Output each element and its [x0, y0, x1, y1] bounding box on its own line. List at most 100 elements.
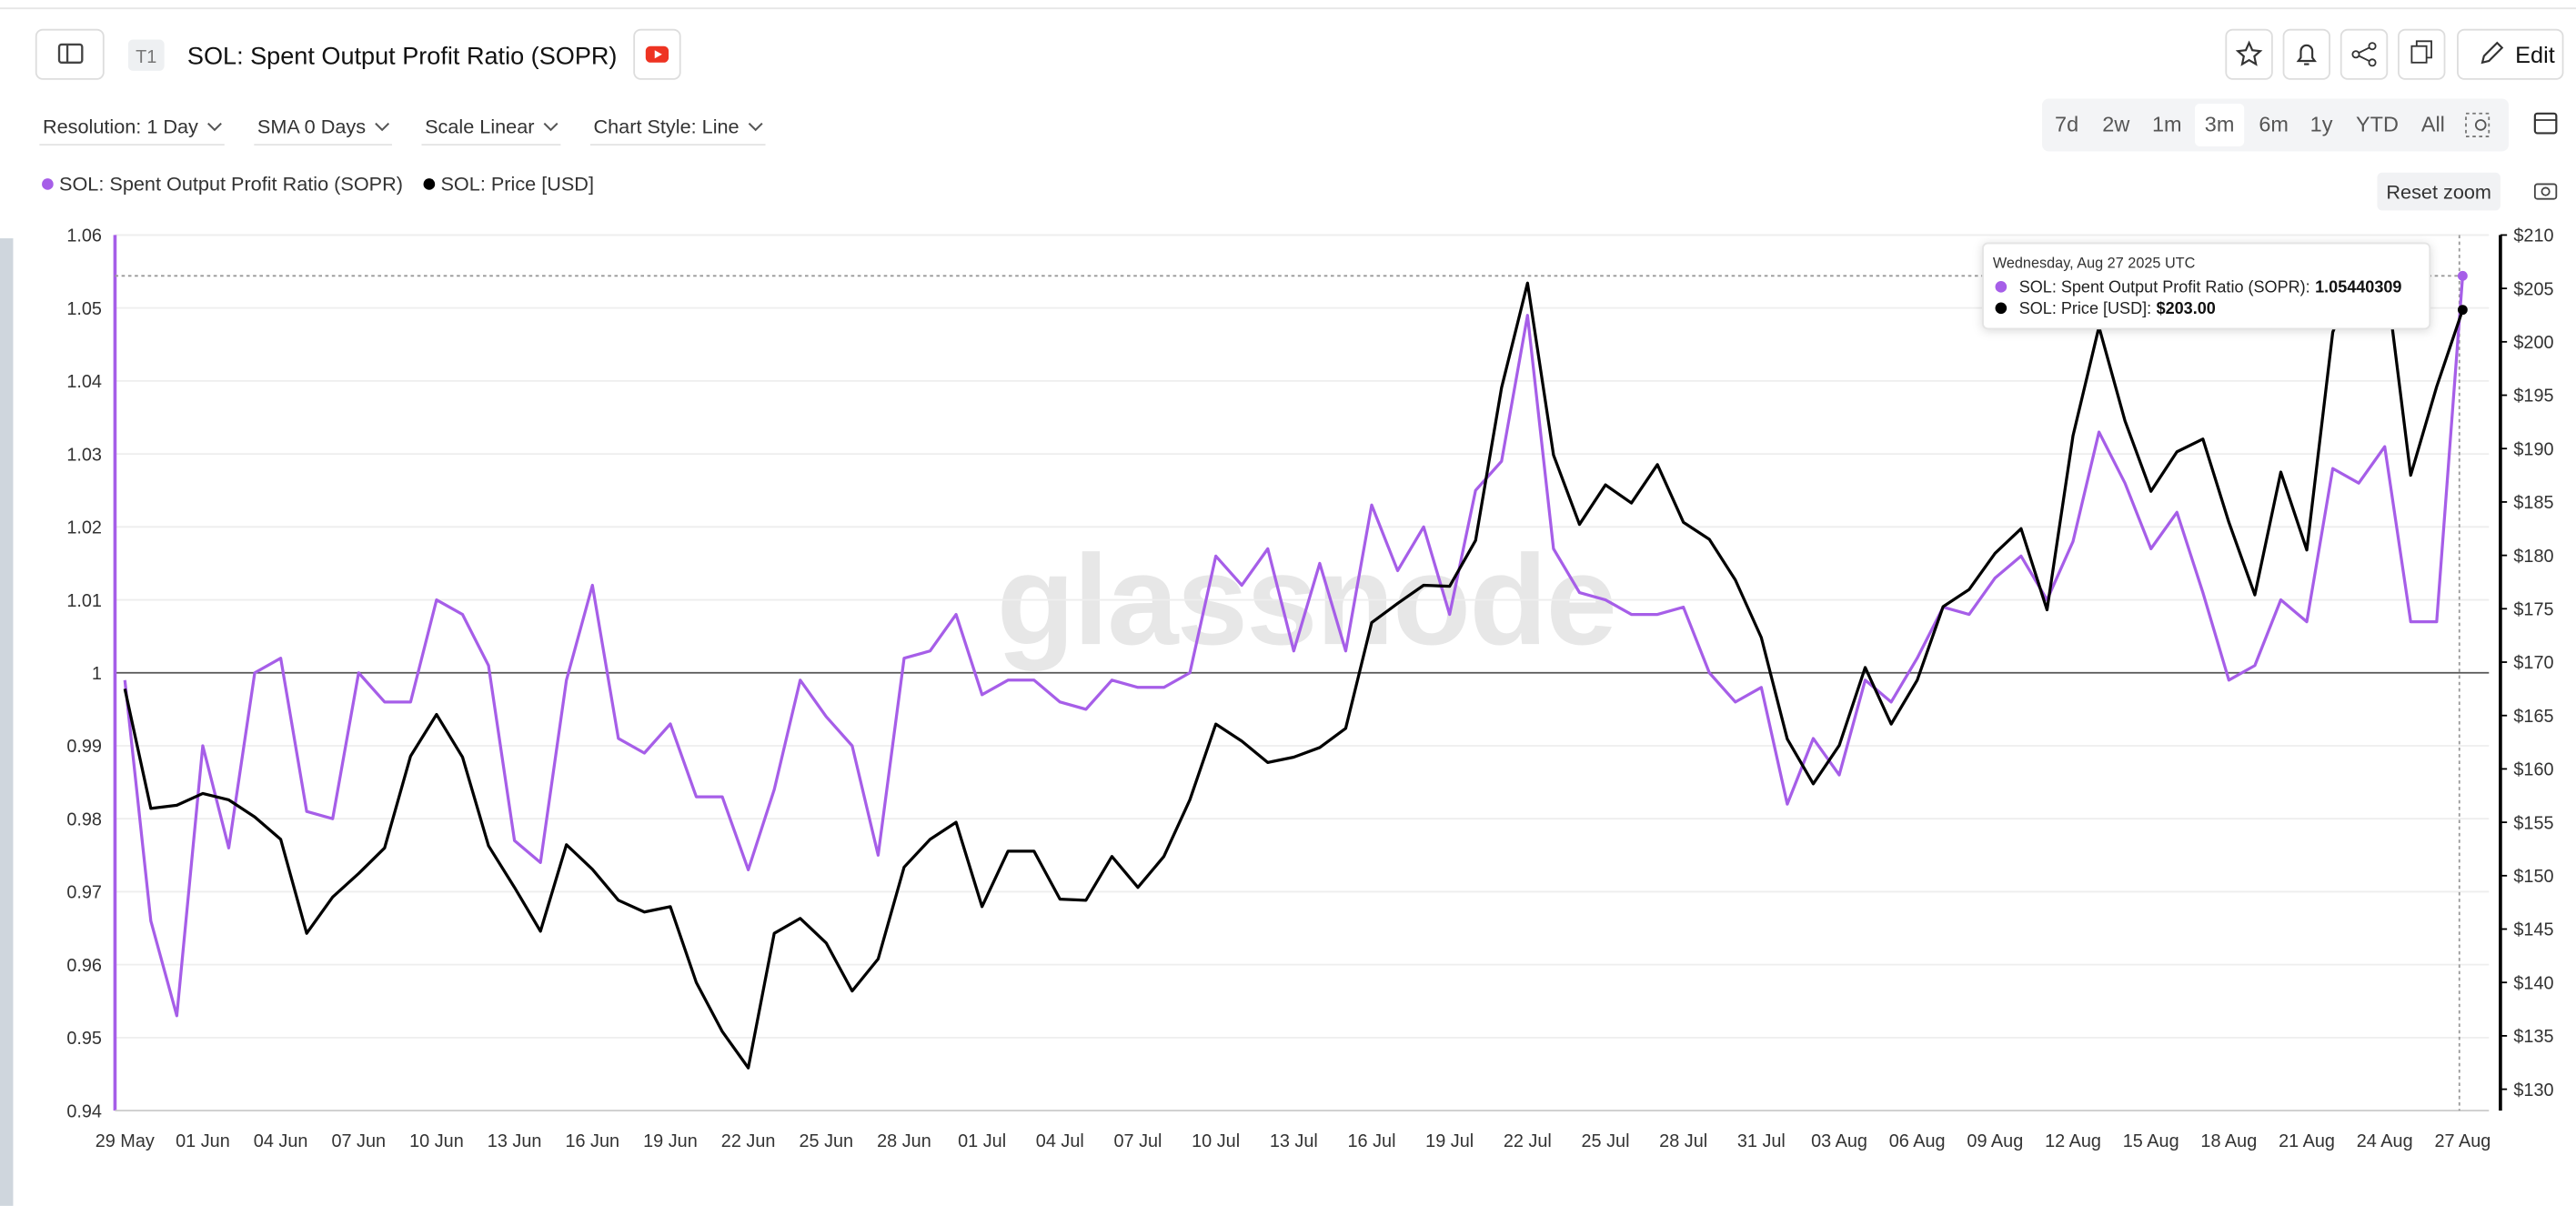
y-tick-label: 0.98	[66, 809, 102, 829]
y2-tick-label: $180	[2513, 547, 2553, 567]
dropdown[interactable]: Chart Style: Line	[589, 115, 766, 146]
range-selected	[2194, 103, 2245, 146]
legend-label[interactable]: SOL: Spent Output Profit Ratio (SOPR)	[59, 173, 403, 196]
y-tick-label: 1.02	[66, 518, 102, 538]
y-tick-label: 0.97	[66, 883, 102, 903]
y-tick-label: 0.95	[66, 1029, 102, 1049]
dropdown-label[interactable]: Scale Linear	[425, 115, 534, 137]
tooltip-value: $203.00	[2157, 299, 2216, 317]
range-group	[2042, 98, 2509, 152]
x-tick-label: 01 Jun	[176, 1131, 230, 1151]
y2-tick-label: $200	[2513, 333, 2553, 353]
y-tick-label: 0.96	[66, 956, 102, 976]
ranges: 7d 2w 1m 3m 6m 1y YTD All	[2055, 103, 2445, 146]
dropdown[interactable]: Scale Linear	[421, 115, 561, 146]
range-option[interactable]: 7d	[2055, 113, 2078, 136]
edit-button[interactable]: Edit	[2457, 28, 2564, 80]
legend-marker[interactable]	[42, 178, 54, 190]
y-tick-label: 1.04	[66, 372, 102, 392]
y2-tick-label: $130	[2513, 1080, 2553, 1100]
y-tick-label: 1.06	[66, 226, 102, 246]
dropdown-label[interactable]: Chart Style: Line	[594, 115, 740, 137]
x-tick-label: 18 Aug	[2200, 1131, 2257, 1151]
range-option[interactable]: 3m	[2205, 113, 2235, 136]
series-line	[123, 276, 2464, 1018]
x-tick-label: 13 Jun	[488, 1131, 542, 1151]
x-tick-label: 10 Jul	[1192, 1131, 1240, 1151]
calendar-button[interactable]	[2516, 98, 2573, 152]
x-tick-label: 07 Jun	[331, 1131, 386, 1151]
x-tick-label: 09 Aug	[1967, 1131, 2023, 1151]
x-tick-label: 04 Jun	[254, 1131, 308, 1151]
favorite-button[interactable]	[2225, 28, 2273, 80]
y-tick-label: 0.99	[66, 737, 102, 757]
reset-zoom-button[interactable]: Reset zoom	[2377, 172, 2501, 211]
edit-label[interactable]: Edit	[2515, 43, 2555, 68]
y-tick-label: 1.05	[66, 299, 102, 319]
chevron	[207, 122, 222, 132]
range-option[interactable]: 1y	[2310, 113, 2333, 136]
badge: T1	[136, 47, 156, 67]
x-tick-label: 07 Jul	[1113, 1131, 1162, 1151]
y2-tick-label: $210	[2513, 226, 2553, 246]
sidebar-toggle[interactable]	[35, 28, 105, 80]
range-option[interactable]: 6m	[2259, 113, 2289, 136]
x-tick-label: 16 Jul	[1347, 1131, 1395, 1151]
range-option[interactable]: All	[2421, 113, 2445, 136]
y-tick-label: 1	[92, 664, 102, 684]
x-tick-label: 04 Jul	[1036, 1131, 1084, 1151]
x-tick-label: 12 Aug	[2045, 1131, 2101, 1151]
y2-tick-label: $165	[2513, 707, 2553, 727]
range-option[interactable]: 2w	[2102, 113, 2129, 136]
legend-label[interactable]: SOL: Price [USD]	[440, 173, 593, 196]
dropdown-label[interactable]: SMA 0 Days	[257, 115, 366, 137]
camera-icon[interactable]	[2533, 183, 2558, 200]
tooltip-value: 1.05440309	[2315, 278, 2401, 296]
x-tick-label: 31 Jul	[1737, 1131, 1786, 1151]
y2-tick-label: $140	[2513, 973, 2553, 993]
hover-point	[2457, 305, 2468, 316]
controls: Resolution: 1 Day SMA 0 Days Scale Linear C…	[39, 115, 766, 146]
share-button[interactable]	[2340, 28, 2389, 80]
range-option[interactable]: 1m	[2152, 113, 2182, 136]
badge-bg	[127, 39, 165, 71]
copy-button[interactable]	[2398, 28, 2446, 80]
range-option[interactable]: YTD	[2356, 113, 2399, 136]
x-tick-label: 27 Aug	[2434, 1131, 2490, 1151]
reset-zoom-label[interactable]: Reset zoom	[2386, 181, 2491, 204]
legend-marker[interactable]	[423, 178, 436, 190]
chevron	[748, 122, 763, 132]
x-tick-label: 24 Aug	[2357, 1131, 2413, 1151]
x-tick-label: 25 Jul	[1582, 1131, 1630, 1151]
tooltip: Wednesday, Aug 27 2025 UTC SOL: Spent Out…	[1982, 242, 2431, 330]
dropdown[interactable]: SMA 0 Days	[254, 115, 392, 146]
y2-tick-label: $135	[2513, 1027, 2553, 1047]
y-tick-label: 0.94	[66, 1101, 102, 1121]
y2-tick-label: $160	[2513, 760, 2553, 780]
y2-tick-label: $205	[2513, 279, 2553, 299]
legend: SOL: Spent Output Profit Ratio (SOPR) SOL…	[42, 173, 594, 196]
x-tick-label: 25 Jun	[799, 1131, 853, 1151]
chevron	[543, 122, 558, 132]
tooltip-box	[1982, 242, 2431, 330]
series-line	[123, 266, 2464, 1070]
x-tick-label: 01 Jul	[958, 1131, 1006, 1151]
dropdown[interactable]: Resolution: 1 Day	[39, 115, 225, 146]
y2-tick-label: $150	[2513, 867, 2553, 887]
x-tick-label: 22 Jun	[721, 1131, 776, 1151]
scrollbar	[0, 238, 14, 1206]
hover-point	[2457, 270, 2468, 281]
tooltip-label: SOL: Price [USD]:	[2019, 299, 2151, 317]
x-tick-label: 28 Jul	[1659, 1131, 1707, 1151]
chevron	[375, 122, 390, 132]
alert-button[interactable]	[2282, 28, 2330, 80]
x-tick-label: 19 Jun	[643, 1131, 698, 1151]
dropdown-label[interactable]: Resolution: 1 Day	[43, 115, 198, 137]
x-tick-label: 29 May	[96, 1131, 155, 1151]
youtube-button[interactable]	[633, 28, 681, 80]
x-tick-label: 28 Jun	[877, 1131, 931, 1151]
x-tick-label: 16 Jun	[565, 1131, 619, 1151]
zoom-icon[interactable]	[2465, 112, 2490, 137]
y2-tick-label: $195	[2513, 387, 2553, 407]
